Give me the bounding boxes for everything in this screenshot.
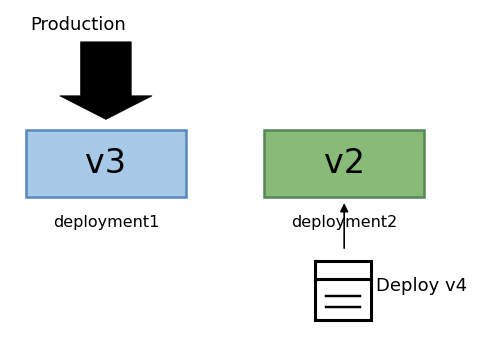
Polygon shape	[60, 42, 152, 119]
Text: Deploy v4: Deploy v4	[376, 277, 467, 295]
FancyBboxPatch shape	[314, 261, 370, 320]
Text: v2: v2	[323, 147, 364, 180]
Text: deployment2: deployment2	[290, 215, 396, 230]
Text: Production: Production	[30, 16, 126, 34]
FancyBboxPatch shape	[264, 130, 424, 197]
Text: v3: v3	[85, 147, 126, 180]
FancyBboxPatch shape	[26, 130, 186, 197]
Text: deployment1: deployment1	[53, 215, 159, 230]
